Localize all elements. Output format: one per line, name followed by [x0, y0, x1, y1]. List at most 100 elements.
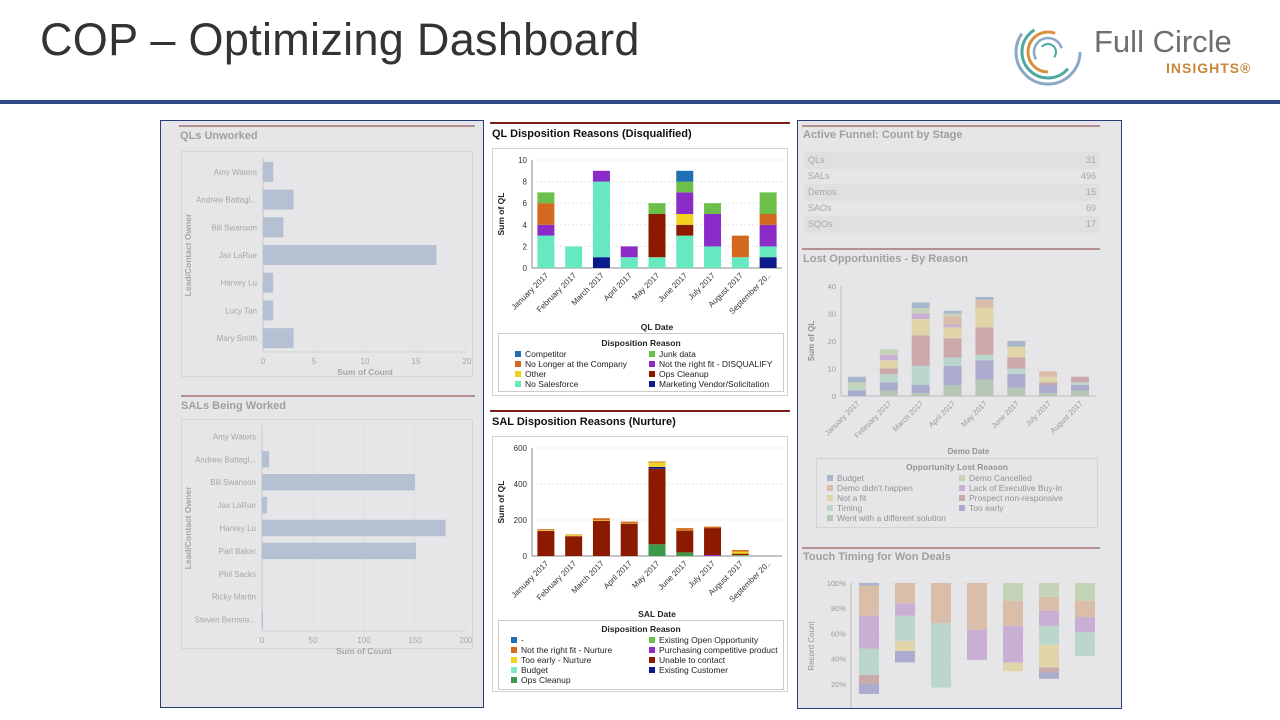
bar-segment	[592, 257, 610, 268]
category-label: Steven Bernste...	[195, 616, 256, 625]
bar-segment	[620, 523, 638, 524]
legend-swatch	[511, 667, 517, 673]
section-divider	[490, 122, 790, 124]
legend-item[interactable]: Unable to contact	[649, 655, 725, 665]
x-axis-label: QL Date	[641, 322, 674, 332]
bar-segment	[1039, 667, 1059, 673]
bar-segment	[859, 583, 879, 586]
y-tick-label: 2	[523, 242, 528, 251]
bar-segment	[676, 552, 694, 556]
bar-segment	[537, 529, 555, 531]
bar-segment	[931, 623, 951, 688]
legend-item[interactable]: No Salesforce	[515, 379, 578, 389]
legend-label: Existing Open Opportunity	[659, 635, 759, 645]
bar-segment	[537, 224, 555, 236]
legend-label: Ops Cleanup	[521, 675, 571, 685]
bar-segment	[931, 583, 951, 624]
legend-item[interactable]: Budget	[511, 665, 548, 675]
bar-segment	[648, 462, 666, 467]
y-tick-label: 200	[514, 516, 528, 525]
bar-segment	[895, 583, 915, 604]
x-tick-label: 50	[309, 636, 318, 645]
bar-segment	[592, 181, 610, 258]
bar-segment	[620, 523, 638, 556]
legend-swatch	[511, 657, 517, 663]
y-tick-label: 80%	[831, 604, 846, 613]
legend-item[interactable]: Too early - Nurture	[511, 655, 591, 665]
category-label: Amy Waters	[213, 432, 256, 441]
legend-label: No Salesforce	[525, 379, 579, 389]
page-title: COP – Optimizing Dashboard	[40, 14, 640, 65]
bar-segment	[859, 585, 879, 616]
legend-swatch	[515, 381, 521, 387]
legend-label: Existing Customer	[659, 665, 728, 675]
y-tick-label: 600	[514, 444, 528, 453]
bar	[262, 451, 270, 468]
full-circle-insights-logo: Full Circle INSIGHTS®	[1008, 14, 1270, 90]
legend-item[interactable]: Other	[515, 369, 546, 379]
legend-title: Disposition Reason	[601, 624, 681, 634]
legend-item[interactable]: No Longer at the Company	[515, 359, 627, 369]
legend-label: Other	[525, 369, 547, 379]
legend-item[interactable]: Ops Cleanup	[511, 675, 571, 685]
y-tick-label: 40%	[831, 655, 846, 664]
y-tick-label: 0	[523, 264, 528, 273]
legend-label: Purchasing competitive product	[659, 645, 778, 655]
legend-item[interactable]: Marketing Vendor/Solicitation	[649, 379, 769, 389]
legend-label: Too early - Nurture	[521, 655, 592, 665]
bar-segment	[731, 257, 749, 268]
section-divider	[490, 410, 790, 412]
y-axis-label: Record Count	[807, 621, 816, 671]
bar-segment	[1003, 600, 1023, 626]
bar-segment	[704, 214, 722, 247]
legend-swatch	[649, 371, 655, 377]
legend-item[interactable]: Not the right fit - DISQUALIFY	[649, 359, 772, 369]
bar-segment	[704, 528, 722, 556]
bar-segment	[1039, 672, 1059, 679]
bar-segment	[620, 246, 638, 258]
x-tick-label: 200	[459, 636, 473, 645]
category-label: Phil Sacks	[219, 570, 256, 579]
y-tick-label: 100%	[827, 579, 847, 588]
bar-segment	[676, 528, 694, 530]
bar-segment	[731, 235, 749, 258]
legend-swatch	[649, 667, 655, 673]
bar-segment	[537, 192, 555, 204]
category-label: Jax LaRue	[218, 501, 257, 510]
x-tick-label: June 2017	[656, 559, 689, 592]
bar-segment	[648, 466, 666, 469]
bar-segment	[859, 648, 879, 675]
legend-item[interactable]: -	[511, 635, 524, 645]
legend-item[interactable]: Purchasing competitive product	[649, 645, 778, 655]
legend-item[interactable]: Junk data	[649, 349, 696, 359]
legend-swatch	[511, 637, 517, 643]
bar-segment	[620, 521, 638, 524]
legend-item[interactable]: Not the right fit - Nurture	[511, 645, 612, 655]
bar-segment	[1003, 662, 1023, 672]
bar-segment	[704, 203, 722, 214]
legend-item[interactable]: Ops Cleanup	[649, 369, 709, 379]
legend-label: Not the right fit - DISQUALIFY	[659, 359, 773, 369]
legend-swatch	[649, 637, 655, 643]
legend-item[interactable]: Existing Open Opportunity	[649, 635, 758, 645]
bar-segment	[759, 214, 777, 225]
bar-segment	[731, 553, 749, 556]
sal-chart-title: SAL Disposition Reasons (Nurture)	[492, 416, 676, 428]
bar-segment	[1039, 583, 1059, 597]
bar-segment	[1075, 617, 1095, 633]
y-tick-label: 60%	[831, 629, 846, 638]
bar	[262, 542, 417, 560]
bar	[262, 611, 264, 628]
bar-segment	[895, 615, 915, 641]
bar	[262, 519, 446, 537]
bar-segment	[1003, 583, 1023, 601]
legend-swatch	[511, 677, 517, 683]
legend-item[interactable]: Existing Customer	[649, 665, 728, 675]
bar-segment	[895, 651, 915, 663]
bar-segment	[676, 224, 694, 236]
bar-segment	[648, 461, 666, 463]
bar-segment	[704, 526, 722, 529]
category-label: Parl Baker	[219, 547, 257, 556]
legend-item[interactable]: Competitor	[515, 349, 567, 359]
